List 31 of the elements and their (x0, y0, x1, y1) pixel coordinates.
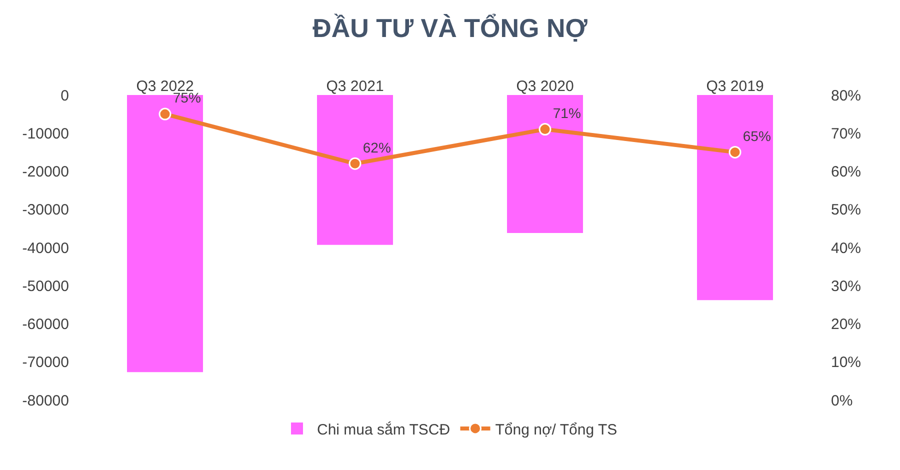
point (728, 146, 742, 158)
y-tick-label: -30000 (22, 202, 69, 219)
y-tick-label: -40000 (22, 240, 69, 257)
y2-tick-label: 50% (831, 202, 862, 219)
y-tick-label: -70000 (22, 354, 69, 372)
legend-label: Chi mua sắm TSCĐ (317, 420, 450, 438)
y2-tick-label: 0% (831, 392, 853, 410)
y-tick-label: 0 (60, 87, 69, 104)
y-tick-label: -60000 (22, 316, 69, 333)
y2-tick-label: 40% (831, 240, 862, 257)
y2-tick-label: 30% (831, 278, 862, 295)
y-tick-label: -50000 (22, 278, 69, 295)
legend-label: Tổng nợ/ Tổng TS (495, 421, 618, 438)
point (538, 123, 552, 136)
data-label: 62% (362, 139, 391, 156)
x-tick-label: Q3 2019 (706, 78, 764, 95)
x-tick-label: Q3 2020 (516, 78, 574, 95)
y-tick-label: -80000 (22, 392, 69, 410)
y-tick-label: -20000 (22, 164, 69, 180)
data-label: 65% (742, 128, 771, 144)
point (158, 108, 172, 120)
y2-tick-label: 80% (831, 87, 862, 104)
data-label: 71% (552, 104, 581, 121)
y2-tick-label: 60% (831, 164, 862, 180)
y2-tick-label: 70% (831, 125, 862, 142)
x-tick-label: Q3 2021 (326, 78, 384, 95)
chart-title: ĐẦU TƯ VÀ TỔNG NỢ (312, 13, 588, 43)
point (348, 157, 362, 170)
y2-tick-label: 20% (831, 316, 862, 333)
y2-tick-label: 10% (831, 354, 862, 372)
y-tick-label: -10000 (22, 125, 69, 142)
